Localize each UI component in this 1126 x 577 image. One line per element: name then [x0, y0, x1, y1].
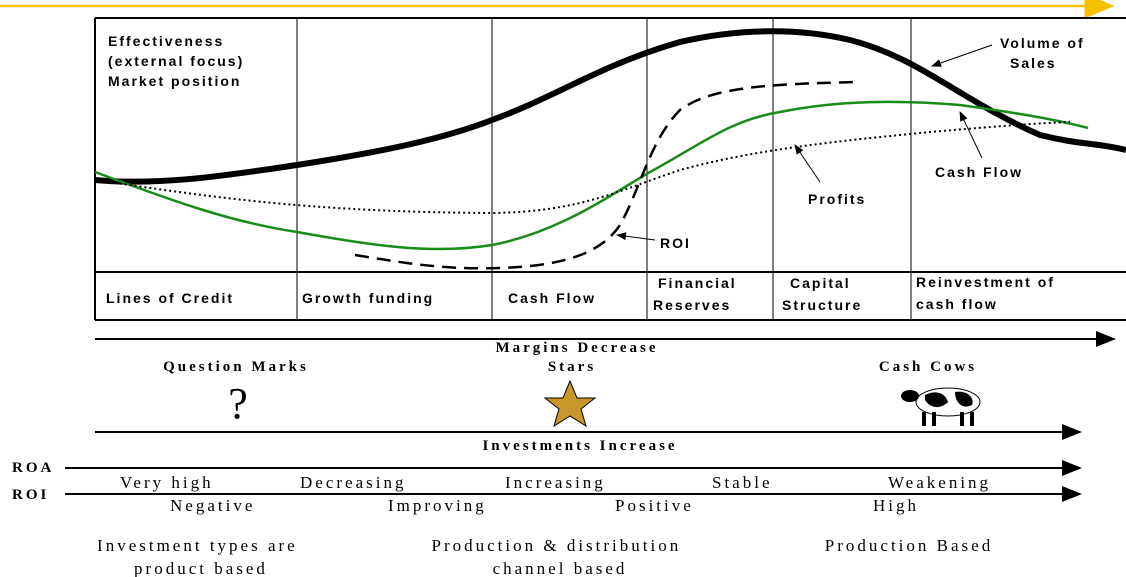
corner-line: Market position — [108, 73, 241, 89]
roa-value: Weakening — [888, 473, 991, 492]
volume-line: Sales — [1010, 55, 1057, 71]
roi-row-label: ROI — [12, 487, 49, 503]
roa-value: Increasing — [505, 473, 606, 492]
roi-value: High — [873, 496, 919, 515]
question-marks-label: Question Marks — [163, 359, 309, 375]
roi-value: Negative — [170, 496, 255, 515]
stage-label: Reinvestment of cash flow — [916, 274, 1061, 312]
roi-value: Improving — [388, 496, 487, 515]
stage-line: Capital — [790, 275, 851, 291]
corner-label: Effectiveness (external focus) Market po… — [108, 33, 250, 89]
investment-line: channel based — [493, 559, 628, 577]
profits-label: Profits — [808, 191, 866, 207]
investment-line: product based — [134, 559, 268, 577]
investment-line: Investment types are — [97, 536, 298, 555]
investments-label: Investments Increase — [482, 438, 677, 454]
stage-label: Capital Structure — [782, 275, 862, 313]
profits-curve — [95, 122, 1070, 213]
stage-label: Growth funding — [302, 290, 434, 306]
roa-value: Decreasing — [300, 473, 406, 492]
star-icon — [545, 381, 595, 426]
stars-label: Stars — [548, 359, 596, 375]
roa-value: Very high — [120, 473, 214, 492]
roi-value: Positive — [615, 496, 694, 515]
margins-label: Margins Decrease — [495, 340, 658, 356]
volume-label: Volume of Sales — [1000, 35, 1091, 71]
corner-line: Effectiveness — [108, 33, 224, 49]
stage-label: Financial Reserves — [653, 275, 743, 313]
investment-type: Investment types are product based — [97, 536, 305, 577]
stage-label: Cash Flow — [508, 290, 596, 306]
corner-line: (external focus) — [108, 53, 244, 69]
stage-line: Reinvestment of — [916, 274, 1055, 290]
annotation-arrows — [617, 45, 992, 240]
roi-label: ROI — [660, 235, 691, 251]
stage-line: Financial — [658, 275, 737, 291]
roa-label: ROA — [12, 460, 54, 476]
roa-value: Stable — [712, 473, 773, 492]
stage-line: Structure — [782, 297, 862, 313]
cow-icon — [901, 388, 980, 426]
stage-label: Lines of Credit — [106, 290, 234, 306]
investment-type: Production & distribution channel based — [432, 536, 689, 577]
investment-line: Production & distribution — [432, 536, 682, 555]
investment-type: Production Based — [825, 536, 993, 555]
volume-line: Volume of — [1000, 35, 1085, 51]
stage-line: cash flow — [916, 296, 998, 312]
cash-flow-label: Cash Flow — [935, 164, 1023, 180]
question-symbol: ? — [228, 379, 248, 428]
stage-line: Reserves — [653, 297, 731, 313]
diagram: Effectiveness (external focus) Market po… — [0, 0, 1126, 577]
cash-cows-label: Cash Cows — [879, 359, 977, 375]
